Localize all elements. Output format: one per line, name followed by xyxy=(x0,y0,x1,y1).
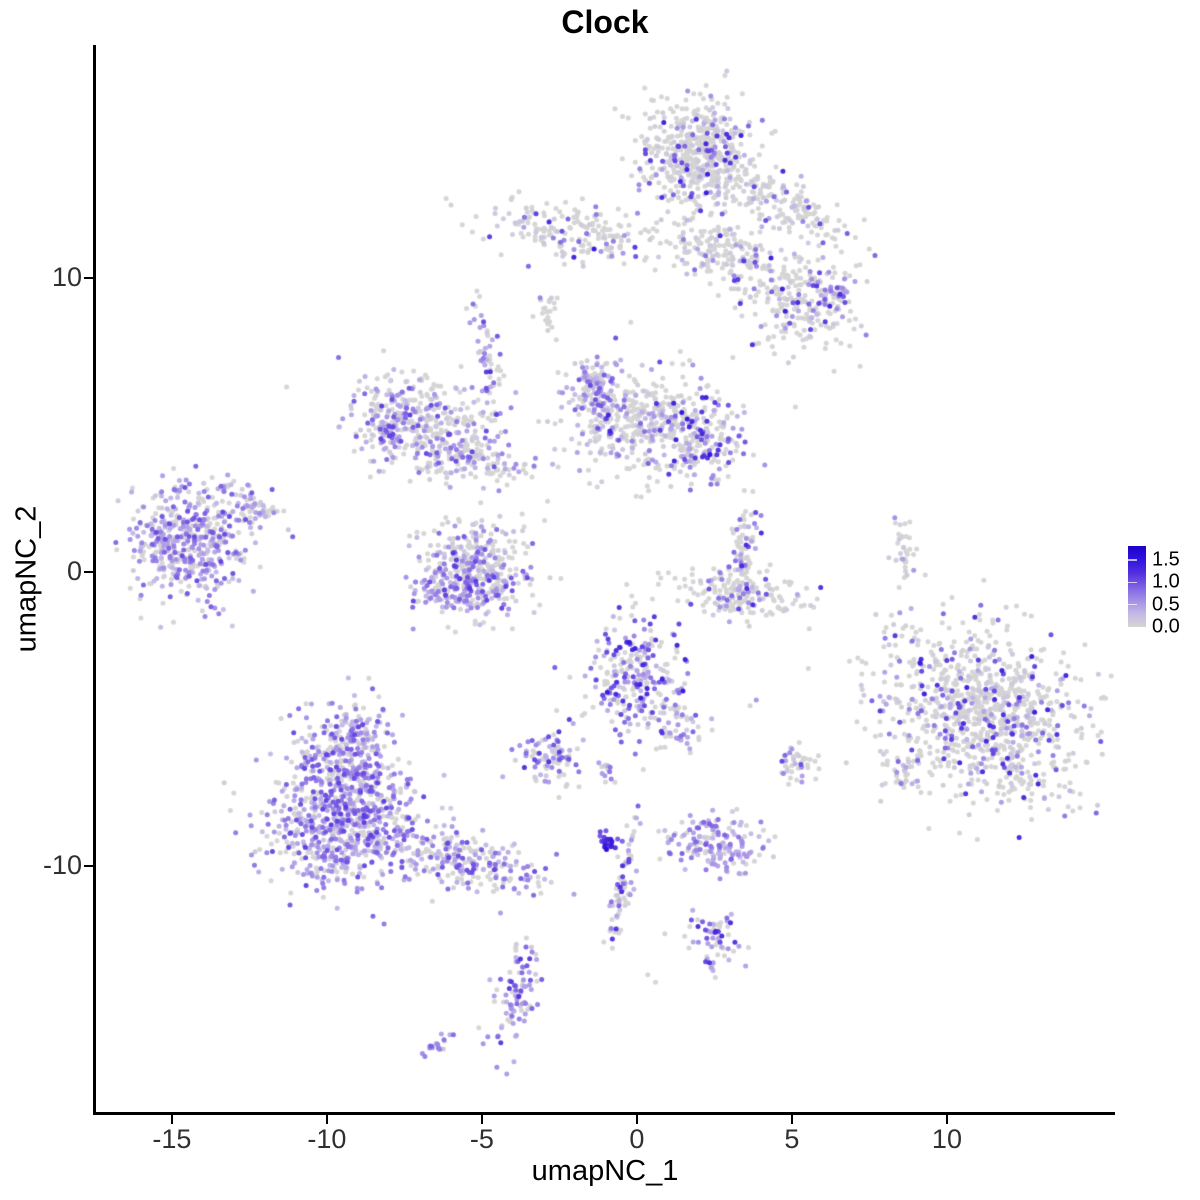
x-tick-label: -5 xyxy=(469,1124,494,1154)
x-tick-mark xyxy=(325,1114,329,1124)
x-tick-label: -15 xyxy=(152,1124,192,1154)
x-tick-label: 0 xyxy=(629,1124,645,1154)
x-axis-line xyxy=(93,1112,1115,1115)
x-tick-mark xyxy=(170,1114,174,1124)
x-tick-label: -10 xyxy=(307,1124,347,1154)
x-tick-mark xyxy=(790,1114,794,1124)
y-tick-label: 10 xyxy=(51,262,82,293)
y-tick-mark xyxy=(84,570,93,574)
x-tick-label: 10 xyxy=(931,1124,962,1154)
y-tick-label: 0 xyxy=(66,556,82,587)
y-axis-title: umapNC_2 xyxy=(10,505,43,653)
x-tick-mark xyxy=(635,1114,639,1124)
y-axis-line xyxy=(93,45,96,1115)
y-tick-mark xyxy=(84,276,93,280)
x-tick-label: 5 xyxy=(784,1124,800,1154)
legend-tick-mark xyxy=(1128,559,1137,561)
y-tick-mark xyxy=(84,864,93,868)
x-axis-title: umapNC_1 xyxy=(531,1155,679,1187)
legend-label: 1.5 xyxy=(1152,548,1180,571)
legend-label: 0.0 xyxy=(1152,615,1180,638)
x-tick-mark xyxy=(945,1114,949,1124)
legend-label: 1.0 xyxy=(1152,570,1180,593)
legend-tick-mark xyxy=(1128,581,1137,584)
y-tick-label: -10 xyxy=(42,850,82,881)
legend-tick-mark xyxy=(1128,603,1137,606)
plot-title: Clock xyxy=(561,4,649,40)
x-tick-mark xyxy=(480,1114,484,1124)
legend-gradient-bar xyxy=(1128,546,1146,627)
legend-label: 0.5 xyxy=(1152,593,1180,616)
